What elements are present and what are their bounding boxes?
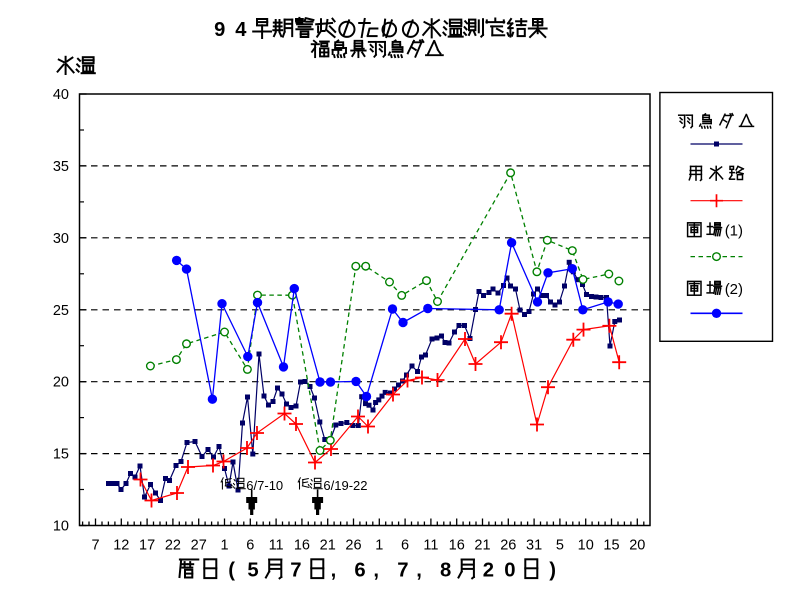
- svg-text:17: 17: [139, 538, 155, 554]
- svg-text:5: 5: [247, 560, 258, 582]
- svg-text:7: 7: [397, 560, 408, 582]
- svg-text:4: 4: [235, 19, 247, 41]
- svg-text:26: 26: [500, 538, 516, 554]
- svg-text:1: 1: [220, 538, 228, 554]
- svg-text:(: (: [228, 560, 235, 582]
- svg-text:2: 2: [483, 560, 494, 582]
- svg-text:35: 35: [53, 159, 69, 175]
- svg-text:10: 10: [53, 519, 69, 535]
- svg-text:16: 16: [449, 538, 465, 554]
- svg-text:12: 12: [113, 538, 129, 554]
- svg-text:6/19-22: 6/19-22: [323, 478, 367, 493]
- svg-text:0: 0: [504, 560, 515, 582]
- svg-text:21: 21: [320, 538, 336, 554]
- svg-text:): ): [549, 560, 556, 582]
- svg-text:6: 6: [354, 560, 365, 582]
- svg-text:1: 1: [375, 538, 383, 554]
- svg-text:,: ,: [373, 560, 379, 582]
- svg-text:7: 7: [290, 560, 301, 582]
- svg-text:7: 7: [91, 538, 99, 554]
- svg-text:20: 20: [629, 538, 645, 554]
- svg-text:9: 9: [214, 19, 225, 41]
- svg-text:22: 22: [165, 538, 181, 554]
- svg-text:8: 8: [440, 560, 451, 582]
- svg-text:15: 15: [603, 538, 619, 554]
- svg-text:,: ,: [331, 560, 337, 582]
- svg-text:6: 6: [401, 538, 409, 554]
- svg-text:16: 16: [294, 538, 310, 554]
- svg-text:10: 10: [578, 538, 594, 554]
- svg-text:(1): (1): [725, 222, 743, 239]
- svg-text:(2): (2): [725, 281, 743, 298]
- svg-text:30: 30: [53, 231, 69, 247]
- svg-text:20: 20: [53, 375, 69, 391]
- svg-text:5: 5: [556, 538, 564, 554]
- svg-text:25: 25: [53, 303, 69, 319]
- svg-text:21: 21: [474, 538, 490, 554]
- svg-text:,: ,: [416, 560, 422, 582]
- svg-text:11: 11: [423, 538, 438, 554]
- svg-text:11: 11: [269, 538, 284, 554]
- svg-text:15: 15: [53, 447, 69, 463]
- svg-text:27: 27: [191, 538, 207, 554]
- svg-text:31: 31: [526, 538, 542, 554]
- svg-text:6: 6: [246, 538, 254, 554]
- svg-text:26: 26: [345, 538, 361, 554]
- svg-text:40: 40: [53, 87, 69, 103]
